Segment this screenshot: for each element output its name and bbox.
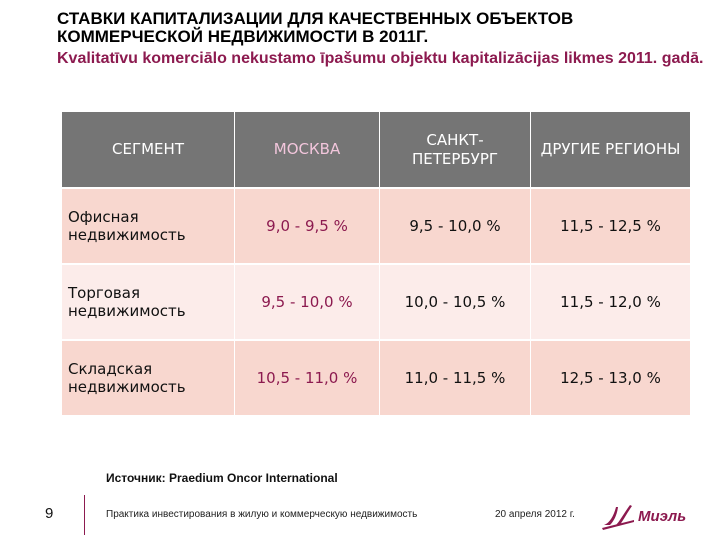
header-other-regions: ДРУГИЕ РЕГИОНЫ bbox=[530, 112, 690, 187]
header-moscow: МОСКВА bbox=[234, 112, 379, 187]
logo-text: Миэль bbox=[638, 507, 687, 525]
footer-divider bbox=[84, 495, 85, 535]
cell-saint-petersburg: 10,0 - 10,5 % bbox=[379, 263, 530, 339]
source-note: Источник: Praedium Oncor International bbox=[106, 471, 338, 485]
slide-title: СТАВКИ КАПИТАЛИЗАЦИИ ДЛЯ КАЧЕСТВЕННЫХ ОБ… bbox=[57, 9, 574, 46]
table-row-office: Офисная недвижимость 9,0 - 9,5 % 9,5 - 1… bbox=[62, 187, 690, 263]
cell-moscow: 9,0 - 9,5 % bbox=[234, 187, 379, 263]
cell-other-regions: 11,5 - 12,0 % bbox=[530, 263, 690, 339]
page-number: 9 bbox=[45, 505, 54, 522]
table-row-retail: Торговая недвижимость 9,5 - 10,0 % 10,0 … bbox=[62, 263, 690, 339]
cell-moscow: 10,5 - 11,0 % bbox=[234, 339, 379, 415]
cell-other-regions: 11,5 - 12,5 % bbox=[530, 187, 690, 263]
cell-saint-petersburg: 11,0 - 11,5 % bbox=[379, 339, 530, 415]
footer-date: 20 апреля 2012 г. bbox=[495, 509, 575, 520]
slide-subtitle-latvian: Kvalitatīvu komerciālo nekustamo īpašumu… bbox=[57, 50, 704, 67]
footer-caption: Практика инвестирования в жилую и коммер… bbox=[106, 509, 418, 520]
cell-segment: Офисная недвижимость bbox=[62, 187, 234, 263]
header-saint-petersburg: САНКТ-ПЕТЕРБУРГ bbox=[379, 112, 530, 187]
cell-saint-petersburg: 9,5 - 10,0 % bbox=[379, 187, 530, 263]
table-row-warehouse: Складская недвижимость 10,5 - 11,0 % 11,… bbox=[62, 339, 690, 415]
cell-segment: Складская недвижимость bbox=[62, 339, 234, 415]
cell-moscow: 9,5 - 10,0 % bbox=[234, 263, 379, 339]
cell-segment: Торговая недвижимость bbox=[62, 263, 234, 339]
company-logo: Миэль bbox=[600, 495, 712, 537]
capitalization-rates-table: СЕГМЕНТ МОСКВА САНКТ-ПЕТЕРБУРГ ДРУГИЕ РЕ… bbox=[62, 112, 690, 415]
cell-other-regions: 12,5 - 13,0 % bbox=[530, 339, 690, 415]
header-segment: СЕГМЕНТ bbox=[62, 112, 234, 187]
table-header-row: СЕГМЕНТ МОСКВА САНКТ-ПЕТЕРБУРГ ДРУГИЕ РЕ… bbox=[62, 112, 690, 187]
logo-mark-icon bbox=[602, 505, 634, 530]
